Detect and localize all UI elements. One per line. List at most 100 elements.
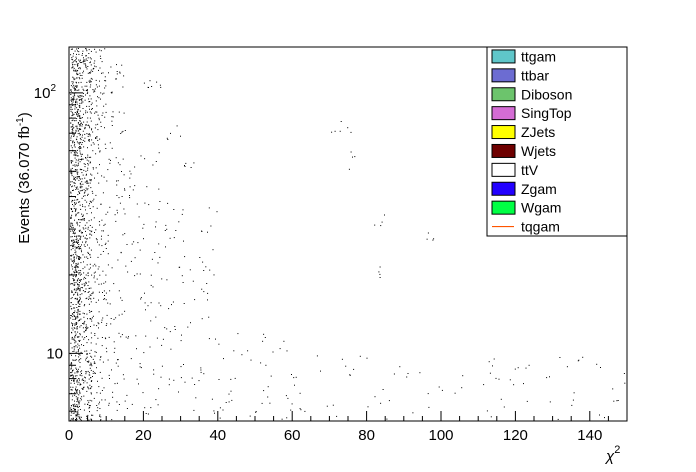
data-point [78,53,80,55]
data-point [91,386,93,388]
data-point [83,121,85,123]
legend: ttgamttbarDibosonSingTopZJetsWjetsttVZga… [486,46,628,237]
data-point [72,224,74,226]
data-point [80,231,82,233]
data-point [71,160,73,162]
data-point [99,274,101,276]
data-point [612,388,614,390]
data-point [76,255,78,257]
data-point [72,55,74,57]
data-point [88,407,90,409]
data-point [71,240,73,242]
data-point [200,371,202,373]
data-point [76,368,77,370]
data-point [70,181,72,183]
data-point [76,328,78,330]
data-point [406,376,408,378]
data-point [78,148,80,150]
data-point [74,202,76,204]
data-point [339,130,341,132]
data-point [129,197,131,199]
data-point [84,60,86,62]
data-point [74,252,76,254]
data-point [98,291,100,293]
data-point [195,397,197,399]
data-point [173,209,175,210]
data-point [81,95,83,97]
data-point [71,131,73,133]
data-point [77,247,78,249]
data-point [613,400,615,402]
data-point [89,81,91,83]
data-point [90,418,92,420]
data-point [83,59,84,61]
data-point [73,289,75,291]
data-point [77,283,78,285]
data-point [74,242,76,243]
data-point [70,208,72,210]
data-point [78,99,80,101]
data-point [89,101,91,102]
data-point [573,392,575,394]
legend-label-ttgam: ttgam [521,48,556,64]
data-point [72,278,74,279]
data-point [85,274,87,276]
data-point [90,256,92,258]
data-point [73,260,75,262]
data-point [83,113,84,115]
data-point [85,282,87,284]
data-point [88,156,90,158]
data-point [74,292,76,294]
data-point [70,145,72,147]
data-point [107,234,109,236]
data-point [71,120,73,122]
data-point [85,324,87,326]
data-point [84,337,86,339]
data-point [74,203,76,205]
data-point [513,384,515,386]
data-point [75,247,77,249]
data-point [122,234,124,236]
data-point [87,164,89,166]
data-point [255,411,257,413]
data-point [84,291,86,293]
data-point [92,315,94,317]
data-point [290,409,292,411]
data-point [112,111,114,113]
x-tick-label: 20 [135,427,152,444]
data-point [95,124,97,126]
data-point [89,179,91,181]
data-point [76,241,78,243]
data-point [79,339,81,341]
data-point [75,99,77,101]
data-point [98,386,100,388]
data-point [71,399,73,401]
data-point [208,338,210,340]
data-point [105,242,107,244]
data-point [89,294,91,296]
data-point [78,51,80,53]
data-point [99,224,101,226]
data-point [84,140,86,142]
data-point [87,188,89,190]
data-point [74,143,76,145]
data-point [75,241,77,243]
data-point [90,387,92,389]
data-point [150,284,152,286]
data-point [285,395,287,397]
data-point [104,87,106,89]
data-point [180,135,181,137]
data-point [126,408,128,409]
data-point [77,406,79,408]
data-point [79,313,81,315]
data-point [79,190,81,192]
data-point [79,78,81,80]
data-point [70,375,72,377]
data-point [103,224,105,226]
data-point [211,398,213,400]
data-point [85,377,86,379]
data-point [72,48,73,50]
data-point [70,409,72,411]
data-point [71,81,73,83]
data-point [93,275,95,277]
